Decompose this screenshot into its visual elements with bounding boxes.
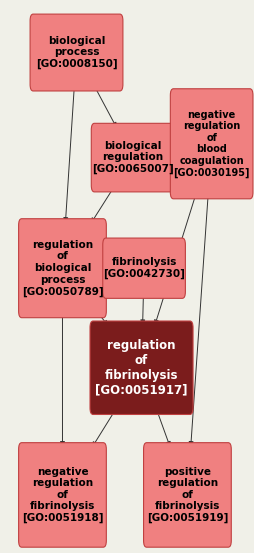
Text: negative
regulation
of
fibrinolysis
[GO:0051918]: negative regulation of fibrinolysis [GO:… xyxy=(22,467,103,523)
FancyBboxPatch shape xyxy=(19,219,106,317)
Text: regulation
of
fibrinolysis
[GO:0051917]: regulation of fibrinolysis [GO:0051917] xyxy=(95,339,187,397)
FancyBboxPatch shape xyxy=(91,123,173,192)
Text: biological
regulation
[GO:0065007]: biological regulation [GO:0065007] xyxy=(91,141,173,174)
FancyBboxPatch shape xyxy=(30,14,122,91)
Text: positive
regulation
of
fibrinolysis
[GO:0051919]: positive regulation of fibrinolysis [GO:… xyxy=(146,467,227,523)
Text: regulation
of
biological
process
[GO:0050789]: regulation of biological process [GO:005… xyxy=(22,240,103,296)
Text: biological
process
[GO:0008150]: biological process [GO:0008150] xyxy=(36,36,117,69)
Text: fibrinolysis
[GO:0042730]: fibrinolysis [GO:0042730] xyxy=(103,257,184,279)
FancyBboxPatch shape xyxy=(170,89,252,199)
FancyBboxPatch shape xyxy=(90,321,192,415)
FancyBboxPatch shape xyxy=(102,238,185,299)
Text: negative
regulation
of
blood
coagulation
[GO:0030195]: negative regulation of blood coagulation… xyxy=(173,109,249,178)
FancyBboxPatch shape xyxy=(19,442,106,547)
FancyBboxPatch shape xyxy=(143,442,230,547)
